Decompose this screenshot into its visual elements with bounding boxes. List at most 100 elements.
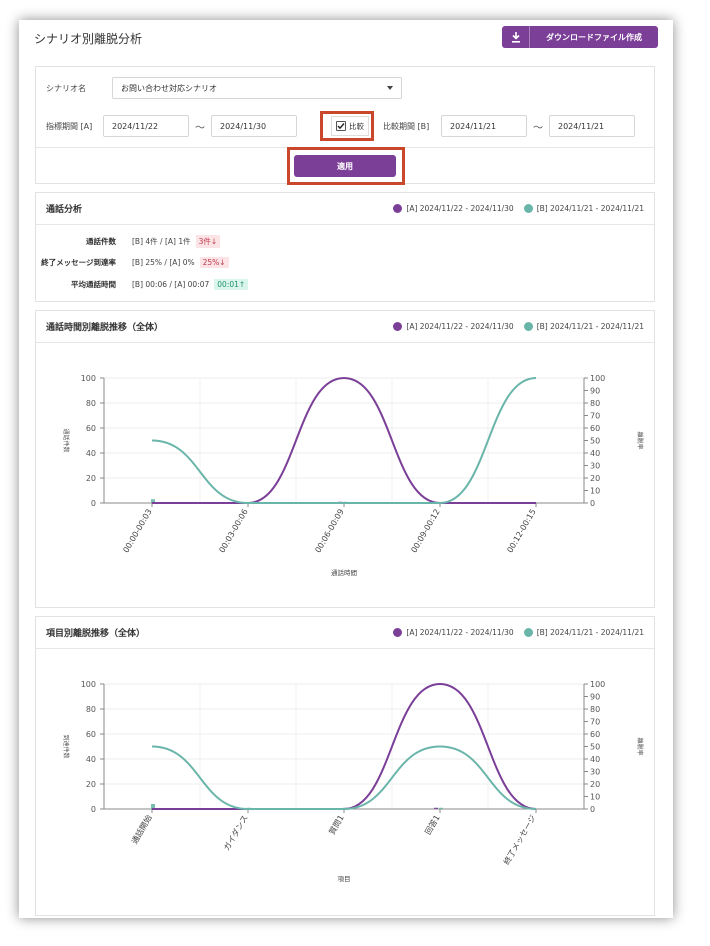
bar [439,807,443,809]
period-b-to-input[interactable]: 2024/11/21 [549,115,635,137]
item-chart-header: 項目別離脱推移（全体） [A] 2024/11/22 - 2024/11/30 … [36,617,654,649]
apply-button[interactable]: 適用 [294,155,396,177]
y-tick-left: 40 [86,449,96,458]
legend: [A] 2024/11/22 - 2024/11/30 [B] 2024/11/… [383,204,644,213]
stat-label: 終了メッセージ到達率 [41,258,116,267]
page-header: シナリオ別離脱分析 ダウンロードファイル作成 [34,26,658,50]
series-line [152,376,536,504]
y-tick-right: 50 [590,743,600,752]
legend-dot-a [393,204,403,213]
item-chart: 0 20 40 60 80 100 0 10 20 30 40 50 60 70 80 90 100 到達件数 離脱… [62,680,644,883]
y-tick-left: 0 [91,499,96,508]
legend-label-b: [B] 2024/11/21 - 2024/11/21 [536,322,644,331]
y-tick-right: 90 [590,693,600,702]
period-b-label: 比較期間 [B] [383,121,430,131]
y-tick-left: 60 [86,424,96,433]
period-a-from-input[interactable]: 2024/11/22 [103,115,189,137]
stat-badge: 00:01↑ [214,279,249,290]
legend-label-b: [B] 2024/11/21 - 2024/11/21 [536,204,644,213]
stat-row-avg-time: 平均通話時間 [B] 00:06 / [A] 00:07 00:01↑ [36,279,249,290]
legend-dot-a [393,322,403,331]
legend-item-b[interactable]: [B] 2024/11/21 - 2024/11/21 [523,628,644,637]
legend-item-a[interactable]: [A] 2024/11/22 - 2024/11/30 [393,204,514,213]
bar [151,804,155,809]
y-tick-right: 70 [590,718,600,727]
y-axis-label-left: 通話件数 [62,428,70,452]
x-tick-label: 00:12-00:15 [505,508,537,555]
legend-label-a: [A] 2024/11/22 - 2024/11/30 [406,322,514,331]
x-axis-label: 項目 [338,875,351,883]
duration-chart: 0 20 40 60 80 100 0 10 20 30 40 50 60 70 80 90 100 通話件数 離脱… [62,374,644,577]
y-tick-right: 100 [590,374,605,383]
y-tick-left: 0 [91,805,96,814]
y-tick-left: 20 [86,474,96,483]
compare-highlight [320,111,374,141]
x-axis-label: 通話時間 [331,568,357,577]
legend-item-a[interactable]: [A] 2024/11/22 - 2024/11/30 [393,628,514,637]
bar [434,807,438,809]
compare-checkbox[interactable]: 比較 [331,116,369,136]
page-title: シナリオ別離脱分析 [34,32,143,46]
period-a-to-input[interactable]: 2024/11/30 [211,115,297,137]
y-tick-right: 100 [590,680,605,689]
stat-value: [B] 25% / [A] 0% [132,258,195,267]
period-b-from-input[interactable]: 2024/11/21 [441,115,527,137]
bar [151,499,155,503]
legend-item-b[interactable]: [B] 2024/11/21 - 2024/11/21 [523,322,644,331]
y-tick-right: 0 [590,805,595,814]
y-tick-left: 100 [81,374,96,383]
y-axis-label-right: 離脱率 [636,737,644,755]
legend-dot-b [523,204,533,213]
stat-badge: 3件↓ [195,235,221,248]
y-axis-label-left: 到達件数 [62,734,70,758]
stat-value: [B] 00:06 / [A] 00:07 [132,280,210,289]
apply-highlight [287,147,405,185]
download-icon [502,26,530,48]
x-tick-label: 00:03-00:06 [217,508,249,555]
y-tick-right: 10 [590,793,600,802]
stat-label: 通話件数 [86,237,116,246]
duration-chart-title: 通話時間別離脱推移（全体） [46,323,164,333]
duration-chart-card: 通話時間別離脱推移（全体） [A] 2024/11/22 - 2024/11/3… [35,310,655,608]
download-button[interactable]: ダウンロードファイル作成 [502,26,658,48]
y-tick-right: 20 [590,474,600,483]
stat-label: 平均通話時間 [71,280,116,289]
period-a-label: 指標期間 [A] [46,121,93,131]
legend-item-a[interactable]: [A] 2024/11/22 - 2024/11/30 [393,322,514,331]
x-tick-label: 終了メッセージ [501,813,538,866]
caret-down-icon [387,86,393,90]
x-tick-label: 通話開始 [129,813,154,846]
checkmark-icon [336,121,346,131]
stat-row-calls: 通話件数 [B] 4件 / [A] 1件 3件↓ [36,235,221,248]
series-line [152,682,537,810]
scenario-select-value: お問い合わせ対応シナリオ [121,83,217,93]
y-tick-left: 80 [86,705,96,714]
period-a-tilde: 〜 [195,122,205,134]
stat-value: [B] 4件 / [A] 1件 [132,237,191,246]
filter-panel: シナリオ名 お問い合わせ対応シナリオ 指標期間 [A] 2024/11/22 〜… [35,66,655,184]
legend-dot-b [523,322,533,331]
legend-item-b[interactable]: [B] 2024/11/21 - 2024/11/21 [523,204,644,213]
period-b-tilde: 〜 [533,122,543,134]
item-chart-title: 項目別離脱推移（全体） [46,629,146,639]
legend: [A] 2024/11/22 - 2024/11/30 [B] 2024/11/… [383,628,644,637]
y-tick-right: 80 [590,399,600,408]
x-tick-label: ガイダンス [221,813,249,852]
y-tick-right: 30 [590,462,600,471]
y-tick-right: 90 [590,387,600,396]
item-chart-card: 項目別離脱推移（全体） [A] 2024/11/22 - 2024/11/30 … [35,616,655,916]
legend-dot-b [523,628,533,637]
y-tick-left: 20 [86,780,96,789]
call-analysis-title: 通話分析 [46,205,83,215]
call-analysis-header: 通話分析 [A] 2024/11/22 - 2024/11/30 [B] 202… [36,193,654,225]
stat-row-end-rate: 終了メッセージ到達率 [B] 25% / [A] 0% 25%↓ [36,257,229,268]
download-button-label: ダウンロードファイル作成 [546,32,642,42]
y-tick-right: 0 [590,499,595,508]
y-tick-right: 70 [590,412,600,421]
duration-chart-header: 通話時間別離脱推移（全体） [A] 2024/11/22 - 2024/11/3… [36,311,654,343]
legend-label-b: [B] 2024/11/21 - 2024/11/21 [536,628,644,637]
scenario-select[interactable]: お問い合わせ対応シナリオ [112,77,402,99]
y-tick-right: 80 [590,705,600,714]
legend-label-a: [A] 2024/11/22 - 2024/11/30 [406,204,514,213]
y-tick-right: 50 [590,437,600,446]
